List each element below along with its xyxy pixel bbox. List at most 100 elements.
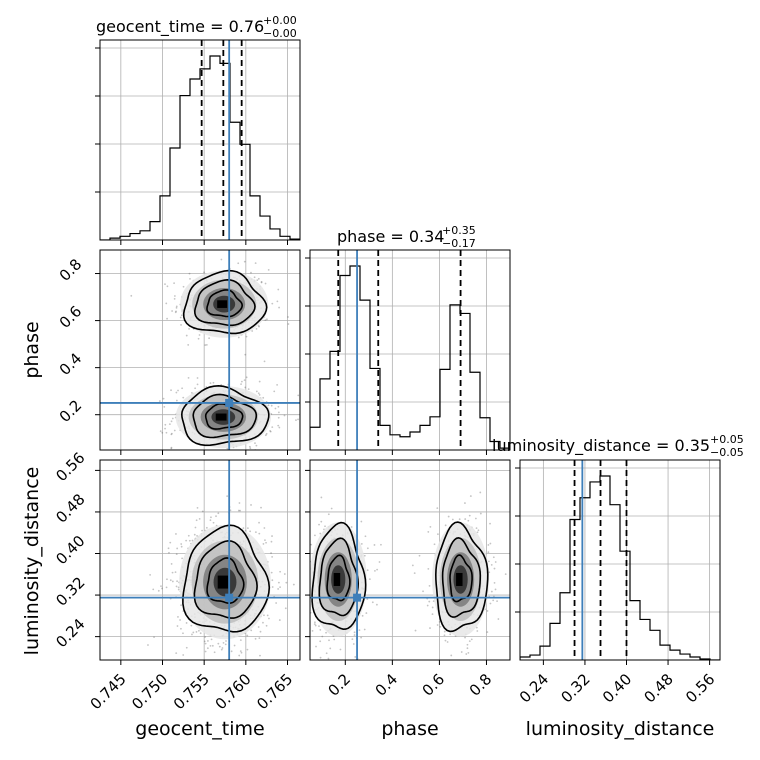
- scatter-point: [429, 525, 432, 528]
- scatter-point: [177, 616, 179, 618]
- scatter-point: [197, 629, 200, 632]
- scatter-point: [218, 645, 221, 648]
- scatter-point: [292, 583, 295, 586]
- scatter-point: [196, 377, 199, 379]
- scatter-point: [247, 388, 250, 390]
- scatter-point: [165, 586, 168, 589]
- scatter-point: [222, 641, 225, 644]
- scatter-point: [265, 624, 268, 627]
- scatter-point: [376, 568, 379, 571]
- scatter-point: [497, 618, 500, 620]
- scatter-point: [175, 305, 178, 308]
- scatter-point: [213, 651, 216, 654]
- scatter-point: [167, 547, 170, 550]
- scatter-point: [233, 644, 236, 647]
- scatter-point: [263, 360, 266, 363]
- scatter-point: [179, 619, 181, 621]
- scatter-point: [257, 392, 260, 395]
- scatter-point: [168, 423, 171, 425]
- scatter-point: [320, 520, 323, 523]
- scatter-point: [245, 376, 248, 379]
- scatter-point: [443, 630, 446, 633]
- scatter-point: [205, 526, 208, 529]
- scatter-point: [193, 533, 196, 536]
- scatter-point: [178, 450, 180, 452]
- scatter-point: [327, 513, 330, 516]
- scatter-point: [259, 630, 262, 633]
- scatter-point: [308, 559, 310, 561]
- scatter-point: [170, 389, 172, 392]
- xtick-label-phase: 0.4: [372, 670, 402, 700]
- scatter-point: [270, 552, 272, 554]
- hist-phase-grid: [305, 250, 510, 455]
- scatter-point: [273, 390, 276, 393]
- scatter-point: [173, 282, 175, 285]
- scatter-point: [411, 564, 414, 567]
- scatter-point: [373, 544, 376, 546]
- ytick-label-luminosity_distance: 0.48: [52, 490, 88, 526]
- scatter-point: [450, 654, 453, 657]
- ytick-label-phase: 0.4: [56, 349, 86, 379]
- scatter-point: [264, 434, 267, 437]
- scatter-point: [264, 282, 267, 285]
- scatter-point: [274, 667, 276, 669]
- scatter-point: [240, 651, 243, 654]
- scatter-point: [339, 665, 341, 667]
- scatter-point: [203, 271, 205, 274]
- scatter-point: [204, 650, 207, 653]
- scatter-point: [161, 431, 164, 434]
- scatter-point: [174, 311, 177, 314]
- scatter-point: [199, 457, 201, 459]
- scatter-point: [297, 630, 299, 632]
- scatter-point: [185, 646, 188, 649]
- scatter-point: [176, 580, 179, 583]
- scatter-phase-vs-geocent_time-border: [99, 249, 301, 451]
- scatter-point: [258, 394, 261, 396]
- xtick-label-luminosity_distance: 0.40: [599, 670, 635, 706]
- scatter-luminosity_distance-vs-geocent_time-panel: [95, 459, 301, 669]
- scatter-point: [220, 648, 223, 651]
- scatter-point: [468, 640, 471, 643]
- scatter-point: [211, 644, 214, 647]
- xlabel-luminosity-distance: luminosity_distance: [526, 718, 715, 740]
- scatter-point: [209, 519, 212, 522]
- scatter-point: [327, 657, 330, 660]
- scatter-point: [169, 579, 172, 582]
- scatter-point: [278, 306, 280, 309]
- scatter-point: [431, 613, 434, 616]
- scatter-point: [263, 614, 265, 617]
- title-geocent-time-upper: +0.00: [263, 14, 297, 27]
- ytick-label-luminosity_distance: 0.56: [52, 449, 88, 485]
- scatter-luminosity_distance-vs-phase-density-peak: [456, 572, 463, 586]
- scatter-point: [157, 589, 160, 592]
- scatter-point: [325, 652, 328, 655]
- scatter-point: [175, 399, 178, 402]
- scatter-point: [180, 545, 183, 548]
- scatter-point: [182, 285, 185, 288]
- scatter-point: [248, 445, 251, 448]
- scatter-point: [254, 262, 257, 265]
- scatter-point: [166, 285, 169, 288]
- scatter-point: [160, 585, 162, 588]
- scatter-point: [185, 539, 188, 542]
- scatter-point: [190, 624, 193, 627]
- scatter-point: [175, 391, 178, 394]
- scatter-luminosity_distance-vs-geocent_time-border: [99, 459, 301, 661]
- hist-phase-border: [309, 249, 511, 451]
- hist-geocent_time-border: [99, 39, 301, 241]
- scatter-point: [368, 578, 371, 581]
- scatter-point: [314, 534, 316, 537]
- scatter-point: [427, 567, 430, 570]
- scatter-point: [191, 633, 193, 636]
- scatter-point: [192, 631, 195, 634]
- scatter-point: [204, 636, 206, 638]
- ylabel-phase: phase: [21, 321, 43, 378]
- ytick-label-phase: 0.8: [56, 255, 86, 285]
- scatter-point: [458, 518, 461, 521]
- scatter-point: [287, 323, 290, 325]
- scatter-point: [170, 420, 173, 423]
- scatter-point: [177, 389, 179, 392]
- scatter-point: [260, 281, 263, 284]
- scatter-point: [175, 585, 178, 588]
